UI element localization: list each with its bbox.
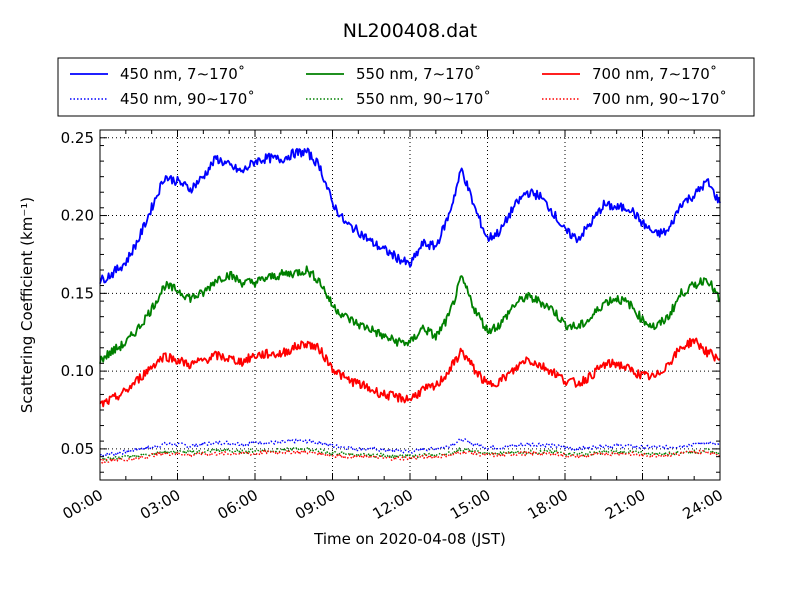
series-lines: [99, 147, 721, 464]
x-tick-label: 18:00: [525, 486, 571, 523]
series-line: [99, 446, 721, 462]
x-tick-label: 15:00: [447, 486, 493, 523]
legend: 450 nm, 7∼170˚ 550 nm, 7∼170˚ 700 nm, 7∼17…: [70, 65, 727, 108]
x-tick-label: 09:00: [292, 486, 338, 523]
legend-box: [57, 57, 755, 117]
series-line: [99, 147, 721, 284]
x-tick-label: 06:00: [215, 486, 261, 523]
legend-label: 450 nm, 90∼170˚: [120, 90, 255, 108]
series-line: [99, 449, 721, 464]
legend-label: 450 nm, 7∼170˚: [120, 65, 245, 83]
series-line: [99, 437, 721, 457]
plot-frame: [99, 129, 721, 481]
legend-label: 550 nm, 90∼170˚: [356, 90, 491, 108]
legend-label: 700 nm, 90∼170˚: [592, 90, 727, 108]
chart-title: NL200408.dat: [343, 20, 478, 42]
y-tick-label: 0.05: [61, 440, 94, 458]
y-axis-label: Scattering Coefficient (km⁻¹): [18, 197, 36, 413]
grid: [100, 130, 720, 480]
x-tick-label: 12:00: [370, 486, 416, 523]
series-line: [99, 265, 721, 364]
y-tick-label: 0.10: [61, 362, 94, 380]
y-tick-label: 0.15: [61, 284, 94, 302]
x-tick-label: 03:00: [137, 486, 183, 523]
x-axis-label: Time on 2020-04-08 (JST): [313, 530, 506, 548]
legend-label: 550 nm, 7∼170˚: [356, 65, 481, 83]
x-tick-label: 24:00: [680, 486, 726, 523]
y-tick-label: 0.20: [61, 207, 94, 225]
legend-label: 700 nm, 7∼170˚: [592, 65, 717, 83]
series-line: [99, 337, 721, 408]
x-tick-label: 00:00: [60, 486, 106, 523]
y-tick-label: 0.25: [61, 129, 94, 147]
x-tick-label: 21:00: [602, 486, 648, 523]
